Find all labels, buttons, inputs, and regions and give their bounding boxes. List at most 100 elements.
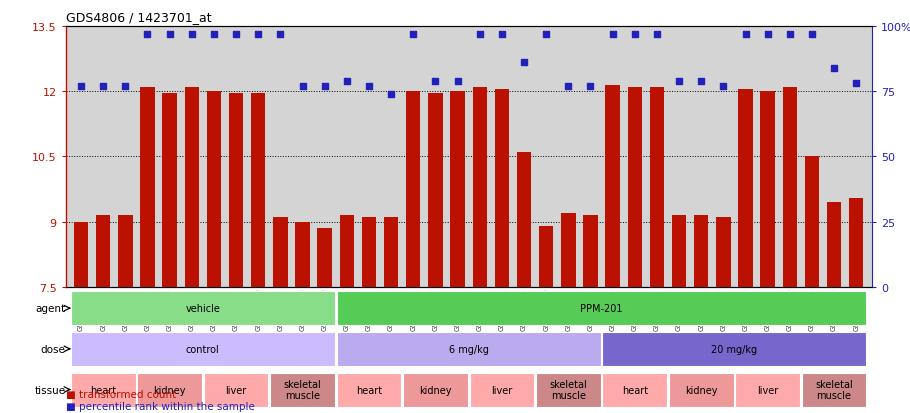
- Bar: [162, 94, 177, 287]
- Text: heart: heart: [90, 385, 116, 394]
- Text: heart: heart: [356, 385, 382, 394]
- Point: [74, 83, 88, 90]
- Point: [783, 31, 797, 38]
- Bar: [472, 88, 487, 287]
- Point: [583, 83, 598, 90]
- Bar: [628, 88, 642, 287]
- Bar: [694, 216, 708, 287]
- Point: [251, 31, 266, 38]
- Bar: [403, 373, 468, 406]
- Point: [162, 31, 177, 38]
- Text: kidney: kidney: [420, 385, 451, 394]
- Text: dose: dose: [41, 344, 66, 354]
- Bar: [270, 373, 335, 406]
- Point: [118, 83, 133, 90]
- Text: agent: agent: [35, 304, 66, 313]
- Point: [450, 78, 465, 85]
- Bar: [716, 218, 731, 287]
- Point: [827, 65, 842, 72]
- Text: liver: liver: [757, 385, 778, 394]
- Text: 20 mg/kg: 20 mg/kg: [712, 344, 757, 354]
- Bar: [669, 373, 733, 406]
- Bar: [74, 222, 88, 287]
- Bar: [137, 373, 202, 406]
- Point: [672, 78, 686, 85]
- Point: [207, 31, 221, 38]
- Point: [428, 78, 442, 85]
- Text: GDS4806 / 1423701_at: GDS4806 / 1423701_at: [66, 11, 211, 24]
- Text: PPM-201: PPM-201: [581, 304, 622, 313]
- Point: [361, 83, 376, 90]
- Bar: [602, 332, 866, 366]
- Point: [650, 31, 664, 38]
- Bar: [804, 157, 819, 287]
- Bar: [827, 202, 842, 287]
- Text: vehicle: vehicle: [186, 304, 220, 313]
- Point: [273, 31, 288, 38]
- Bar: [583, 216, 598, 287]
- Bar: [849, 198, 864, 287]
- Text: kidney: kidney: [685, 385, 717, 394]
- Bar: [384, 218, 399, 287]
- Bar: [96, 216, 110, 287]
- Bar: [71, 373, 136, 406]
- Bar: [536, 373, 601, 406]
- Bar: [539, 226, 553, 287]
- Point: [140, 31, 155, 38]
- Bar: [273, 218, 288, 287]
- Text: 6 mg/kg: 6 mg/kg: [449, 344, 489, 354]
- Text: liver: liver: [226, 385, 247, 394]
- Point: [384, 91, 399, 98]
- Bar: [337, 373, 401, 406]
- Bar: [118, 216, 133, 287]
- Point: [228, 31, 243, 38]
- Point: [472, 31, 487, 38]
- Bar: [470, 373, 534, 406]
- Bar: [406, 92, 420, 287]
- Bar: [761, 92, 775, 287]
- Text: heart: heart: [622, 385, 648, 394]
- Point: [96, 83, 110, 90]
- Bar: [140, 88, 155, 287]
- Point: [694, 78, 709, 85]
- Point: [605, 31, 620, 38]
- Point: [849, 81, 864, 88]
- Text: control: control: [186, 344, 219, 354]
- Bar: [71, 292, 335, 325]
- Bar: [672, 216, 686, 287]
- Bar: [429, 94, 442, 287]
- Point: [561, 83, 576, 90]
- Bar: [561, 214, 575, 287]
- Point: [185, 31, 199, 38]
- Point: [406, 31, 420, 38]
- Point: [716, 83, 731, 90]
- Point: [738, 31, 753, 38]
- Point: [295, 83, 309, 90]
- Bar: [650, 88, 664, 287]
- Bar: [251, 94, 266, 287]
- Point: [804, 31, 819, 38]
- Text: kidney: kidney: [154, 385, 186, 394]
- Text: liver: liver: [491, 385, 512, 394]
- Bar: [450, 92, 465, 287]
- Text: ■ percentile rank within the sample: ■ percentile rank within the sample: [66, 401, 255, 411]
- Bar: [517, 153, 531, 287]
- Point: [539, 31, 553, 38]
- Bar: [738, 90, 753, 287]
- Text: skeletal
muscle: skeletal muscle: [550, 379, 587, 400]
- Text: skeletal
muscle: skeletal muscle: [815, 379, 853, 400]
- Bar: [337, 292, 866, 325]
- Bar: [602, 373, 667, 406]
- Bar: [318, 228, 332, 287]
- Bar: [185, 88, 199, 287]
- Point: [517, 60, 531, 66]
- Bar: [735, 373, 800, 406]
- Bar: [783, 88, 797, 287]
- Bar: [605, 85, 620, 287]
- Point: [628, 31, 642, 38]
- Bar: [495, 90, 509, 287]
- Bar: [802, 373, 866, 406]
- Bar: [362, 218, 376, 287]
- Bar: [229, 94, 243, 287]
- Point: [761, 31, 775, 38]
